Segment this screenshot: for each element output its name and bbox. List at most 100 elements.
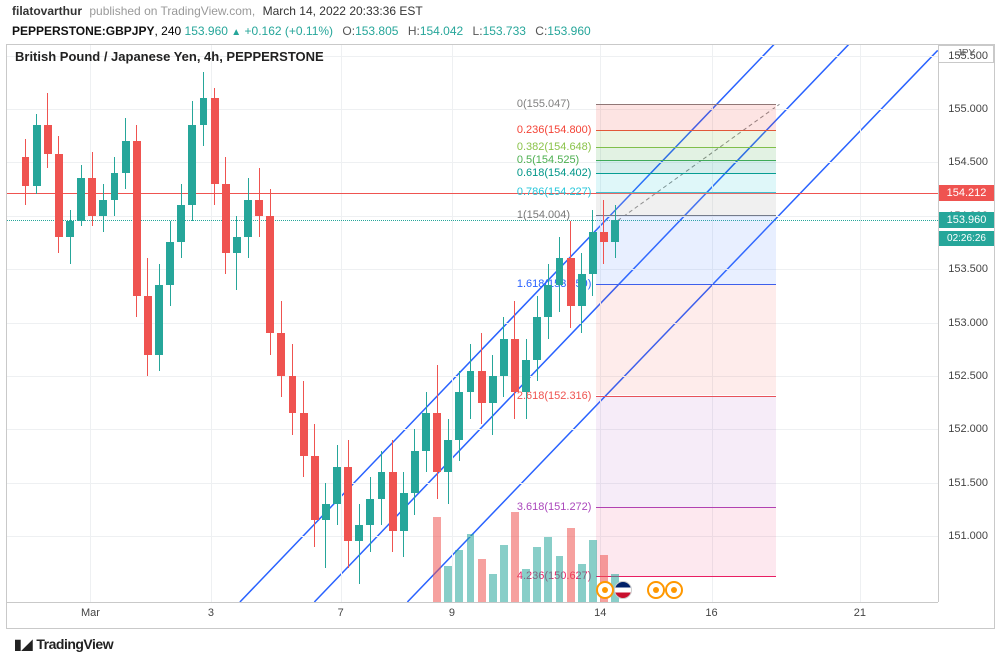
candle: [111, 173, 119, 200]
candle: [233, 237, 241, 253]
event-marker-icon[interactable]: [665, 581, 683, 599]
y-tick-label: 155.000: [948, 103, 988, 115]
fib-zone: [596, 284, 777, 395]
volume-bar: [544, 537, 552, 602]
candle: [22, 157, 30, 186]
volume-bar: [433, 517, 441, 603]
event-marker-icon[interactable]: [647, 581, 665, 599]
candle: [433, 413, 441, 472]
candle: [255, 200, 263, 216]
candle: [589, 232, 597, 275]
h-val: 154.042: [420, 24, 463, 38]
last-price: 153.960: [185, 24, 228, 38]
fib-zone: [596, 160, 777, 173]
candle: [322, 504, 330, 520]
candle: [578, 274, 586, 306]
change: +0.162: [245, 24, 282, 38]
candle: [533, 317, 541, 360]
candle: [88, 178, 96, 215]
y-axis[interactable]: 151.000151.500152.000152.500153.000153.5…: [938, 45, 994, 602]
candle: [333, 467, 341, 504]
c-label: C:: [535, 24, 547, 38]
candle: [444, 440, 452, 472]
candle: [511, 339, 519, 392]
y-tick-label: 151.500: [948, 477, 988, 489]
interval: 240: [161, 24, 181, 38]
fib-label: 0.236(154.800): [517, 124, 592, 136]
candle: [44, 125, 52, 154]
candle: [200, 98, 208, 125]
price-tag: 154.212: [939, 185, 994, 201]
chart-container[interactable]: JPY British Pound / Japanese Yen, 4h, PE…: [6, 44, 995, 629]
candle: [489, 376, 497, 403]
candle: [522, 360, 530, 392]
candle: [77, 178, 85, 221]
candle: [188, 125, 196, 205]
x-tick-label: 16: [705, 607, 717, 619]
flag-uk-icon[interactable]: [614, 581, 632, 599]
fib-label: 0.5(154.525): [517, 154, 579, 166]
chart-title: British Pound / Japanese Yen, 4h, PEPPER…: [15, 49, 324, 64]
ohlc-bar: PEPPERSTONE:GBPJPY, 240 153.960 ▲ +0.162…: [0, 22, 1001, 42]
candle: [33, 125, 41, 186]
fib-zone: [596, 396, 777, 507]
candle: [366, 499, 374, 526]
x-axis[interactable]: Mar379141621: [7, 602, 938, 628]
candle: [99, 200, 107, 216]
symbol: PEPPERSTONE:GBPJPY: [12, 24, 155, 38]
volume-bar: [556, 556, 564, 602]
candle: [400, 493, 408, 530]
candle: [244, 200, 252, 237]
candle: [467, 371, 475, 392]
author: filatovarthur: [12, 4, 82, 18]
volume-bar: [511, 512, 519, 602]
x-tick-label: 7: [338, 607, 344, 619]
y-tick-label: 154.500: [948, 156, 988, 168]
candle: [277, 333, 285, 376]
fib-label: 0(155.047): [517, 98, 570, 110]
candle: [289, 376, 297, 413]
x-tick-label: 9: [449, 607, 455, 619]
corner-label: JPY: [938, 45, 994, 63]
y-tick-label: 151.000: [948, 530, 988, 542]
l-val: 153.733: [483, 24, 526, 38]
y-tick-label: 152.000: [948, 423, 988, 435]
h-label: H:: [408, 24, 420, 38]
candle: [311, 456, 319, 520]
header-timestamp: March 14, 2022 20:33:36 EST: [263, 4, 423, 18]
candle: [422, 413, 430, 450]
publish-header: filatovarthur published on TradingView.c…: [0, 0, 1001, 22]
x-tick-label: 14: [594, 607, 606, 619]
fib-zone: [596, 104, 777, 130]
fib-zone: [596, 507, 777, 576]
candle: [389, 472, 397, 531]
fib-label: 3.618(151.272): [517, 501, 592, 513]
candle: [222, 184, 230, 253]
candle: [266, 216, 274, 333]
fib-label: 0.618(154.402): [517, 167, 592, 179]
fib-label: 0.382(154.648): [517, 141, 592, 153]
watermark-text: TradingView: [36, 636, 113, 652]
candle: [411, 451, 419, 494]
fib-zone: [596, 192, 777, 216]
o-val: 153.805: [355, 24, 398, 38]
fib-label: 1(154.004): [517, 209, 570, 221]
fib-zone: [596, 215, 777, 284]
fib-line: [596, 576, 777, 577]
event-marker-icon[interactable]: [596, 581, 614, 599]
price-tag: 02:26:26: [939, 231, 994, 246]
candle: [600, 232, 608, 243]
candle: [455, 392, 463, 440]
fib-label: 0.786(154.227): [517, 186, 592, 198]
o-label: O:: [342, 24, 355, 38]
volume-bar: [455, 550, 463, 602]
candle: [144, 296, 152, 355]
horizontal-line: [7, 193, 938, 194]
chart-plot-area[interactable]: British Pound / Japanese Yen, 4h, PEPPER…: [7, 45, 938, 602]
fib-zone: [596, 130, 777, 146]
volume-bar: [567, 528, 575, 602]
x-tick-label: 3: [208, 607, 214, 619]
candle: [556, 258, 564, 285]
candle: [544, 285, 552, 317]
last-price-line: [7, 220, 938, 221]
